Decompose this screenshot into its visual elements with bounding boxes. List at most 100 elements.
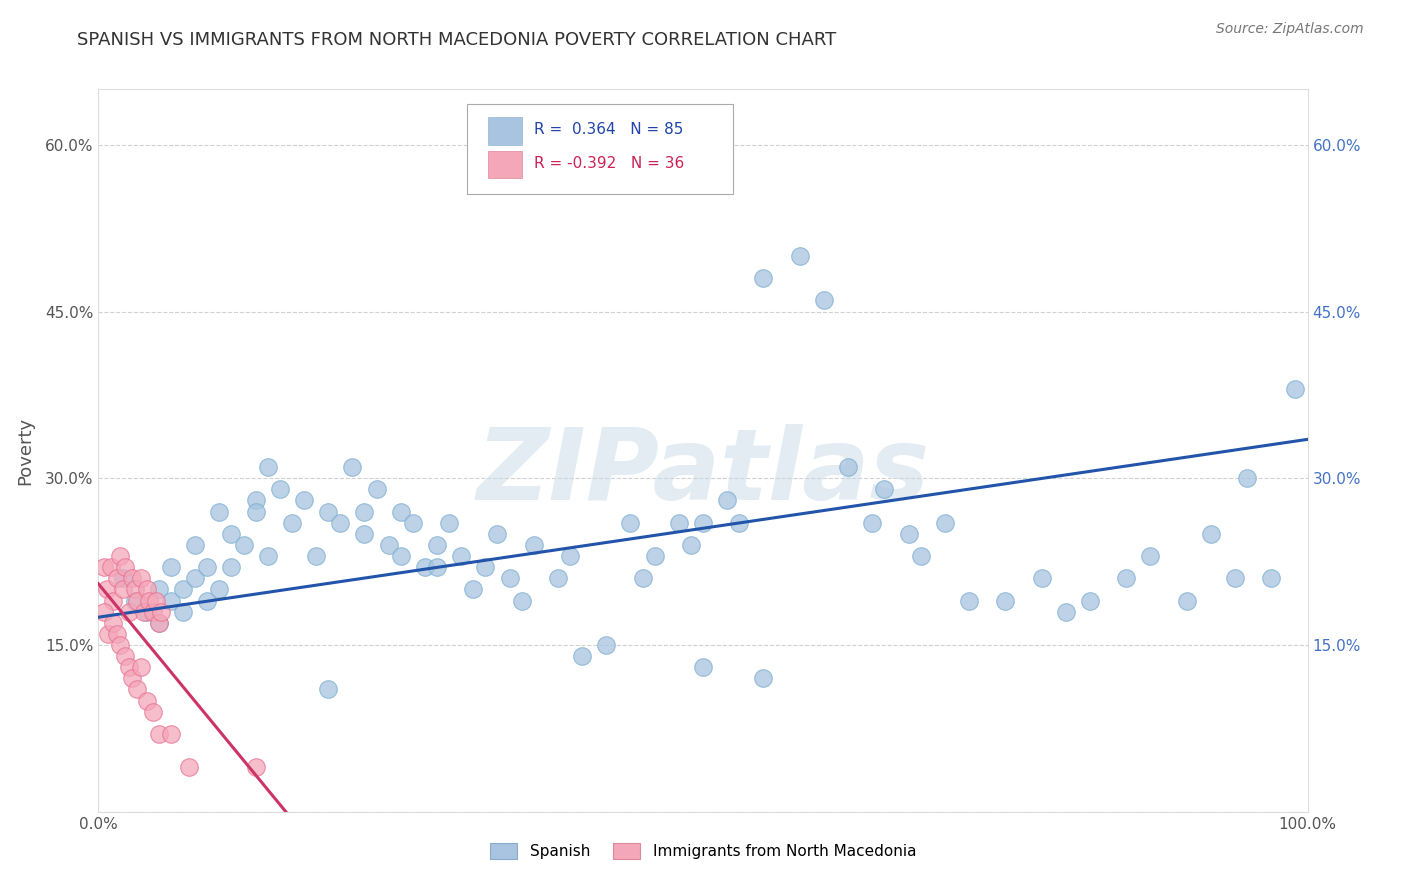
Point	[498, 571, 520, 585]
Point	[135, 605, 157, 619]
Point	[463, 582, 485, 597]
Point	[1260, 571, 1282, 585]
Point	[256, 460, 278, 475]
Point	[184, 538, 207, 552]
Point	[547, 571, 569, 585]
Point	[510, 593, 533, 607]
Point	[668, 137, 690, 152]
Point	[160, 727, 183, 741]
Point	[195, 560, 218, 574]
Point	[179, 760, 201, 774]
Point	[486, 526, 509, 541]
Point	[232, 538, 254, 552]
Point	[389, 549, 412, 563]
Point	[389, 505, 412, 519]
Point	[105, 571, 128, 585]
Point	[342, 460, 364, 475]
Point	[135, 693, 157, 707]
Point	[571, 649, 593, 664]
Point	[619, 516, 641, 530]
Point	[1175, 593, 1198, 607]
Point	[148, 582, 170, 597]
Point	[426, 538, 449, 552]
Point	[221, 526, 243, 541]
Point	[1223, 571, 1246, 585]
Point	[129, 660, 152, 674]
Point	[595, 638, 617, 652]
Point	[558, 549, 581, 563]
Point	[111, 582, 134, 597]
Point	[752, 271, 775, 285]
Point	[108, 638, 131, 652]
Point	[957, 593, 980, 607]
Point	[934, 516, 956, 530]
Point	[426, 560, 449, 574]
Point	[118, 605, 141, 619]
Point	[668, 516, 690, 530]
Point	[256, 549, 278, 563]
Y-axis label: Poverty: Poverty	[15, 417, 34, 484]
Point	[148, 727, 170, 741]
Point	[692, 660, 714, 674]
Point	[105, 627, 128, 641]
FancyBboxPatch shape	[488, 118, 522, 145]
Point	[1054, 605, 1077, 619]
Point	[138, 593, 160, 607]
Point	[1115, 571, 1137, 585]
Text: Source: ZipAtlas.com: Source: ZipAtlas.com	[1216, 22, 1364, 37]
Point	[316, 505, 339, 519]
Point	[172, 605, 194, 619]
Point	[208, 505, 231, 519]
FancyBboxPatch shape	[488, 151, 522, 178]
Point	[377, 538, 399, 552]
Point	[160, 593, 183, 607]
Point	[101, 615, 124, 630]
Point	[281, 516, 304, 530]
Text: ZIPatlas: ZIPatlas	[477, 424, 929, 521]
Point	[1031, 571, 1053, 585]
Point	[316, 682, 339, 697]
Point	[129, 571, 152, 585]
Point	[716, 493, 738, 508]
Point	[1284, 382, 1306, 396]
Point	[631, 571, 654, 585]
Text: R = -0.392   N = 36: R = -0.392 N = 36	[534, 156, 683, 171]
Point	[172, 582, 194, 597]
Point	[121, 671, 143, 685]
Legend: Spanish, Immigrants from North Macedonia: Spanish, Immigrants from North Macedonia	[484, 837, 922, 865]
Point	[644, 549, 666, 563]
Point	[366, 483, 388, 497]
Point	[142, 705, 165, 719]
Point	[1078, 593, 1101, 607]
Point	[142, 605, 165, 619]
Point	[1139, 549, 1161, 563]
Point	[305, 549, 328, 563]
Point	[245, 493, 267, 508]
Point	[523, 538, 546, 552]
Point	[184, 571, 207, 585]
Point	[860, 516, 883, 530]
Point	[329, 516, 352, 530]
Point	[1236, 471, 1258, 485]
Point	[437, 516, 460, 530]
Point	[353, 526, 375, 541]
Point	[897, 526, 920, 541]
Point	[195, 593, 218, 607]
Point	[150, 605, 173, 619]
Point	[813, 293, 835, 308]
Point	[208, 582, 231, 597]
Point	[269, 483, 291, 497]
Point	[145, 593, 167, 607]
Point	[148, 615, 170, 630]
Point	[100, 560, 122, 574]
Point	[101, 593, 124, 607]
Point	[728, 516, 751, 530]
Point	[124, 593, 146, 607]
Point	[679, 538, 702, 552]
Point	[450, 549, 472, 563]
Point	[124, 582, 146, 597]
Point	[118, 660, 141, 674]
Point	[134, 605, 156, 619]
Text: R =  0.364   N = 85: R = 0.364 N = 85	[534, 122, 683, 137]
Point	[111, 571, 134, 585]
